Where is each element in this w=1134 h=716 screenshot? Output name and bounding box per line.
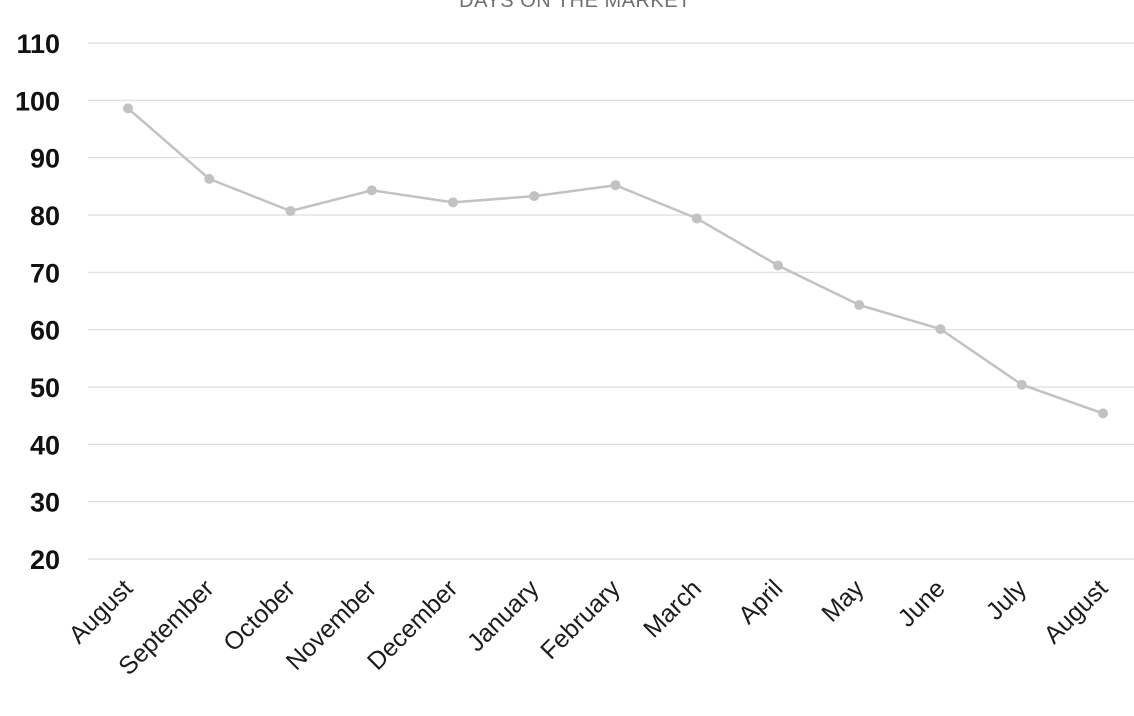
x-tick-label: June [893,574,951,632]
y-tick-label: 100 [15,86,60,116]
data-point [1016,379,1027,390]
data-point [691,213,702,224]
x-tick-label: February [535,574,626,665]
y-tick-label: 20 [30,545,60,575]
data-point [204,173,215,184]
data-point [935,324,946,335]
y-tick-label: 90 [30,144,60,174]
y-tick-label: 70 [30,258,60,288]
y-tick-label: 40 [30,430,60,460]
chart-title: DAYS ON THE MARKET [459,0,691,12]
x-tick-label: July [981,574,1033,626]
x-tick-label: April [733,574,788,629]
data-point [448,197,458,208]
data-point [123,103,133,114]
data-point [1098,408,1108,419]
x-tick-label: January [462,574,545,657]
x-tick-label: August [63,574,138,649]
y-tick-label: 60 [30,316,60,346]
x-tick-label: October [218,574,301,657]
y-tick-label: 50 [30,373,60,403]
data-point [610,180,621,191]
x-tick-label: August [1038,574,1113,649]
x-tick-label: May [816,574,870,628]
data-point [366,185,377,196]
x-tick-label: March [638,574,707,643]
y-tick-label: 110 [16,29,60,59]
data-point [854,300,865,311]
y-tick-label: 30 [30,488,60,518]
series-line [127,107,1104,415]
data-point [773,260,783,271]
data-point [285,205,296,216]
data-point [529,191,540,202]
y-tick-label: 80 [30,201,60,231]
